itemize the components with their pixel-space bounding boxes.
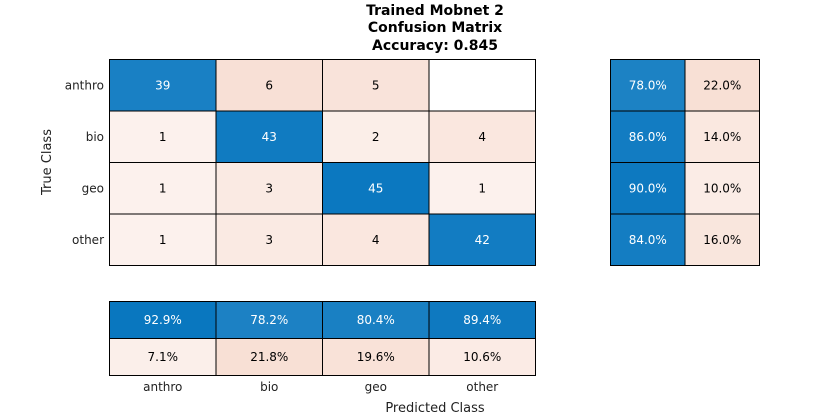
col-summary-correct-geo-value: 80.4% (357, 313, 395, 327)
row-summary-correct-anthro-value: 78.0% (629, 78, 667, 92)
cell-anthro-other-box (428, 59, 536, 112)
cell-bio-anthro-value: 1 (159, 130, 167, 144)
cell-bio-bio-value: 43 (262, 130, 277, 144)
cell-other-anthro-box (109, 213, 217, 266)
cell-geo-anthro-value: 1 (159, 181, 167, 195)
confusion-matrix-grid: 39 6 5 1 43 2 4 1 3 45 1 1 3 4 42 (109, 59, 536, 266)
y-tick-labels: anthro bio geo other (65, 78, 104, 247)
cell-other-bio-box (215, 213, 323, 266)
cell-anthro-geo-value: 5 (372, 78, 380, 92)
col-summary-correct-bio-value: 78.2% (250, 313, 288, 327)
row-summary-incorrect-geo-box (684, 162, 760, 215)
cell-anthro-geo-box (322, 59, 430, 112)
cell-other-anthro-value: 1 (159, 233, 167, 247)
row-summary-incorrect-other-box (684, 213, 760, 266)
cell-geo-other-value: 1 (478, 181, 486, 195)
x-tick-geo: geo (365, 380, 387, 394)
col-summary-correct-other-value: 89.4% (463, 313, 501, 327)
cell-geo-bio-value: 3 (265, 181, 273, 195)
row-summary-incorrect-geo-value: 10.0% (703, 181, 741, 195)
cell-bio-anthro-box (109, 110, 217, 163)
y-tick-geo: geo (82, 181, 104, 195)
cell-other-geo-value: 4 (372, 233, 380, 247)
x-tick-bio: bio (260, 380, 278, 394)
column-summary-grid: 92.9% 78.2% 80.4% 89.4% 7.1% 21.8% 19.6% 10.6% (109, 301, 536, 376)
row-summary-correct-bio-value: 86.0% (629, 130, 667, 144)
cell-anthro-anthro-value: 39 (155, 78, 170, 92)
cell-bio-other-value: 4 (478, 130, 486, 144)
row-summary-correct-other-value: 84.0% (629, 233, 667, 247)
cell-bio-geo-value: 2 (372, 130, 380, 144)
chart-title-line-1: Trained Mobnet 2 (366, 3, 504, 19)
x-axis-label: Predicted Class (385, 401, 485, 416)
cell-other-bio-value: 3 (265, 233, 273, 247)
row-summary-incorrect-bio-box (684, 110, 760, 163)
y-axis-label: True Class (40, 129, 55, 196)
col-summary-incorrect-other-value: 10.6% (463, 350, 501, 364)
row-summary-incorrect-anthro-box (684, 59, 760, 112)
cell-geo-geo-box (322, 162, 430, 215)
x-tick-labels: anthro bio geo other (143, 380, 498, 394)
col-summary-incorrect-anthro-value: 7.1% (148, 350, 179, 364)
col-summary-incorrect-anthro-box (109, 338, 217, 376)
col-summary-incorrect-other-box (428, 338, 536, 376)
cell-anthro-bio-box (215, 59, 323, 112)
col-summary-incorrect-geo-value: 19.6% (357, 350, 395, 364)
col-summary-correct-bio-box (215, 301, 323, 339)
col-summary-incorrect-bio-value: 21.8% (250, 350, 288, 364)
y-tick-anthro: anthro (65, 78, 104, 92)
col-summary-incorrect-bio-box (215, 338, 323, 376)
x-tick-anthro: anthro (143, 380, 182, 394)
cell-geo-anthro-box (109, 162, 217, 215)
row-summary-correct-geo-box (610, 162, 686, 215)
row-summary-grid: 78.0% 22.0% 86.0% 14.0% 90.0% 10.0% 84.0% 16.0% (610, 59, 760, 266)
col-summary-correct-anthro-value: 92.9% (144, 313, 182, 327)
col-summary-correct-other-box (428, 301, 536, 339)
x-tick-other: other (466, 380, 498, 394)
row-summary-incorrect-anthro-value: 22.0% (703, 78, 741, 92)
cell-geo-other-box (428, 162, 536, 215)
chart-title-line-2: Confusion Matrix (368, 20, 502, 36)
cell-anthro-bio-value: 6 (265, 78, 273, 92)
y-tick-other: other (72, 233, 104, 247)
cell-bio-geo-box (322, 110, 430, 163)
row-summary-correct-bio-box (610, 110, 686, 163)
chart-title-line-3: Accuracy: 0.845 (372, 38, 498, 54)
cell-anthro-anthro-box (109, 59, 217, 112)
row-summary-correct-anthro-box (610, 59, 686, 112)
row-summary-incorrect-bio-value: 14.0% (703, 130, 741, 144)
cell-geo-geo-value: 45 (368, 181, 383, 195)
row-summary-incorrect-other-value: 16.0% (703, 233, 741, 247)
row-summary-correct-geo-value: 90.0% (629, 181, 667, 195)
cell-other-other-box (428, 213, 536, 266)
row-summary-correct-other-box (610, 213, 686, 266)
cell-other-other-value: 42 (475, 233, 490, 247)
y-tick-bio: bio (86, 130, 104, 144)
cell-other-geo-box (322, 213, 430, 266)
